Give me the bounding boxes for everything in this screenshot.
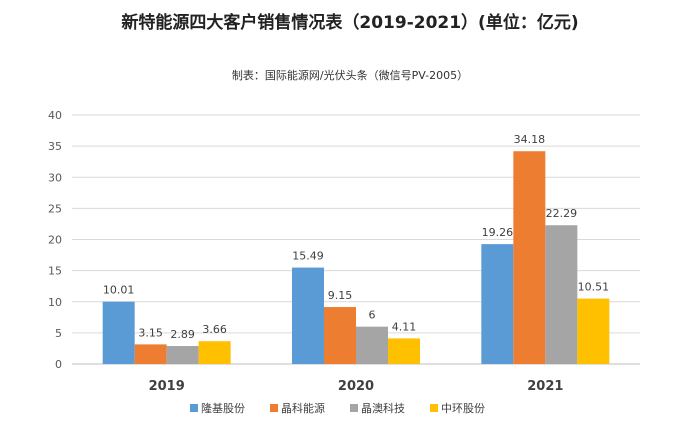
chart-title: 新特能源四大客户销售情况表（2019-2021）(单位：亿元) — [121, 12, 578, 33]
data-label: 22.29 — [546, 207, 578, 220]
legend-swatch — [430, 404, 438, 412]
bar — [545, 225, 578, 364]
legend-label: 晶澳科技 — [361, 401, 405, 415]
data-label: 2.89 — [170, 328, 195, 341]
data-label: 3.66 — [202, 323, 227, 336]
y-tick-label: 40 — [48, 109, 62, 122]
y-tick-label: 10 — [48, 296, 62, 309]
bar — [356, 326, 388, 364]
bar — [102, 301, 135, 364]
legend-swatch — [190, 404, 198, 412]
data-label: 3.15 — [138, 326, 163, 339]
y-tick-label: 30 — [48, 171, 62, 184]
legend-label: 隆基股份 — [201, 401, 245, 415]
bar — [577, 298, 610, 364]
bar — [324, 307, 356, 364]
x-tick-label: 2021 — [527, 379, 563, 394]
x-tick-label: 2019 — [149, 379, 185, 394]
bar — [481, 244, 514, 364]
data-label: 6 — [369, 309, 376, 322]
data-label: 4.11 — [392, 320, 417, 333]
y-tick-label: 25 — [48, 202, 62, 215]
y-tick-label: 20 — [48, 234, 62, 247]
bar — [134, 344, 167, 364]
x-tick-label: 2020 — [338, 379, 374, 394]
bar — [513, 151, 546, 364]
bar — [292, 267, 324, 364]
legend-label: 晶科能源 — [281, 401, 325, 415]
legend-swatch — [270, 404, 278, 412]
y-tick-label: 15 — [48, 265, 62, 278]
data-label: 10.51 — [578, 281, 610, 294]
data-label: 19.26 — [482, 226, 514, 239]
data-label: 34.18 — [514, 133, 546, 146]
data-label: 9.15 — [328, 289, 353, 302]
y-tick-label: 0 — [55, 358, 62, 371]
data-label: 15.49 — [292, 250, 324, 263]
legend-swatch — [350, 404, 358, 412]
y-tick-label: 5 — [55, 327, 62, 340]
chart-subtitle: 制表：国际能源网/光伏头条（微信号PV-2005） — [232, 68, 468, 82]
bar — [388, 338, 420, 364]
bar — [166, 346, 199, 364]
plot-area: 0 5 10 15 20 25 30 35 40 10.01 3.15 2.89 3.66 2019 15.… — [48, 109, 640, 415]
legend-label: 中环股份 — [441, 402, 485, 415]
y-tick-label: 35 — [48, 140, 62, 153]
data-label: 10.01 — [103, 284, 135, 297]
bar — [198, 341, 231, 364]
